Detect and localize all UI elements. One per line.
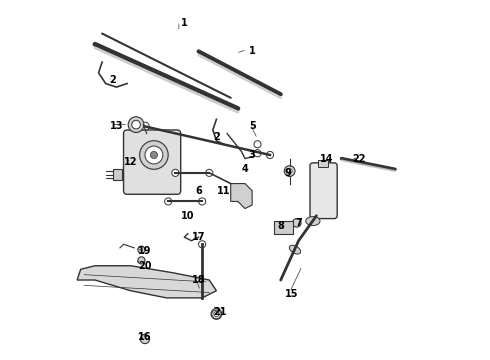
Text: 17: 17 [192, 232, 205, 242]
Text: 12: 12 [124, 157, 137, 167]
Polygon shape [113, 169, 122, 180]
Text: 1: 1 [249, 46, 255, 57]
Text: 20: 20 [138, 261, 152, 271]
Circle shape [140, 334, 149, 343]
Bar [273, 221, 293, 234]
Text: 18: 18 [192, 275, 205, 285]
Circle shape [284, 166, 295, 176]
Circle shape [254, 141, 261, 148]
FancyBboxPatch shape [123, 130, 181, 194]
Circle shape [150, 152, 157, 158]
Text: 15: 15 [285, 289, 298, 299]
Circle shape [138, 246, 145, 253]
Circle shape [254, 150, 261, 157]
Circle shape [145, 146, 163, 164]
Text: 10: 10 [181, 211, 195, 221]
Text: 7: 7 [295, 218, 302, 228]
Circle shape [172, 169, 179, 176]
Circle shape [165, 198, 172, 205]
Circle shape [198, 241, 206, 248]
Text: 21: 21 [213, 307, 227, 317]
Text: 9: 9 [285, 168, 291, 178]
Text: 14: 14 [320, 154, 334, 163]
Polygon shape [77, 266, 217, 298]
FancyBboxPatch shape [310, 163, 337, 219]
Ellipse shape [306, 217, 320, 226]
Text: 8: 8 [277, 221, 284, 231]
Circle shape [132, 120, 140, 129]
Text: 5: 5 [249, 121, 255, 131]
Circle shape [140, 141, 168, 169]
Text: 13: 13 [110, 121, 123, 131]
Ellipse shape [289, 245, 301, 254]
Circle shape [267, 152, 273, 158]
Bar [318, 160, 328, 167]
Text: 19: 19 [138, 247, 152, 256]
Circle shape [211, 309, 222, 319]
Text: 6: 6 [195, 186, 202, 196]
Circle shape [141, 122, 149, 131]
Text: 2: 2 [213, 132, 220, 142]
Text: 16: 16 [138, 332, 152, 342]
Text: 2: 2 [109, 75, 116, 85]
Text: 3: 3 [249, 150, 255, 160]
Text: 1: 1 [181, 18, 188, 28]
Circle shape [214, 311, 219, 316]
Circle shape [293, 219, 301, 227]
Text: 22: 22 [353, 154, 366, 163]
Circle shape [198, 198, 206, 205]
Circle shape [287, 168, 292, 174]
Circle shape [128, 117, 144, 132]
Circle shape [138, 257, 145, 264]
Circle shape [206, 169, 213, 176]
Text: 11: 11 [217, 186, 230, 196]
Polygon shape [231, 184, 252, 208]
Text: 4: 4 [242, 164, 248, 174]
